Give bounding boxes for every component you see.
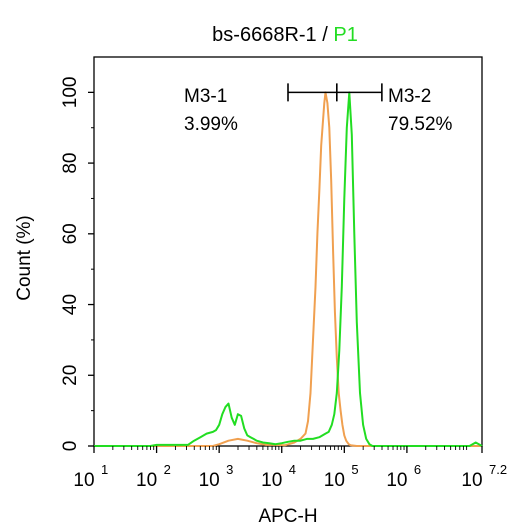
x-tick-exponent: 1 — [101, 462, 108, 477]
plot-frame — [93, 56, 483, 447]
y-tick-label: 40 — [60, 294, 81, 315]
title-sample: bs-6668R-1 — [212, 24, 317, 46]
y-tick-label: 80 — [60, 153, 81, 174]
gate-percent-m3-2: 79.52% — [388, 114, 453, 135]
x-tick-exponent: 5 — [351, 462, 358, 477]
gate-layer: M3-1 3.99% M3-2 79.52% — [184, 83, 453, 135]
x-tick-label: 10 — [461, 470, 482, 491]
x-tick-label: 10 — [386, 470, 407, 491]
x-axis-label: APC-H — [258, 506, 317, 527]
x-tick-label: 10 — [199, 470, 220, 491]
gate-label-m3-1: M3-1 — [184, 86, 227, 107]
y-tick-label: 60 — [60, 223, 81, 244]
x-tick-label: 10 — [261, 470, 282, 491]
series-line-0 — [144, 91, 482, 447]
series-line-1 — [94, 91, 483, 447]
x-tick-exponent: 6 — [414, 462, 421, 477]
x-axis: 10 1 10 2 10 3 10 4 10 5 10 6 10 7.2 — [73, 446, 507, 491]
x-tick-label: 10 — [136, 470, 157, 491]
y-tick-label: 20 — [60, 365, 81, 386]
x-tick-exponent: 2 — [164, 462, 171, 477]
chart-title: bs-6668R-1 / P1 — [212, 24, 358, 46]
y-tick-label: 0 — [60, 441, 81, 452]
x-tick-exponent: 7.2 — [489, 462, 507, 477]
plot-border — [93, 56, 483, 447]
series-layer — [94, 91, 483, 447]
title-gate: P1 — [333, 24, 357, 46]
x-tick-label: 10 — [324, 470, 345, 491]
x-tick-exponent: 4 — [289, 462, 296, 477]
x-tick-label: 10 — [73, 470, 94, 491]
y-axis: 0 20 40 60 80 100 — [60, 77, 94, 452]
title-separator: / — [317, 24, 334, 46]
gate-percent-m3-1: 3.99% — [184, 114, 238, 135]
y-tick-label: 100 — [60, 77, 81, 109]
x-tick-exponent: 3 — [226, 462, 233, 477]
gate-label-m3-2: M3-2 — [388, 86, 431, 107]
y-axis-label: Count (%) — [14, 215, 35, 301]
